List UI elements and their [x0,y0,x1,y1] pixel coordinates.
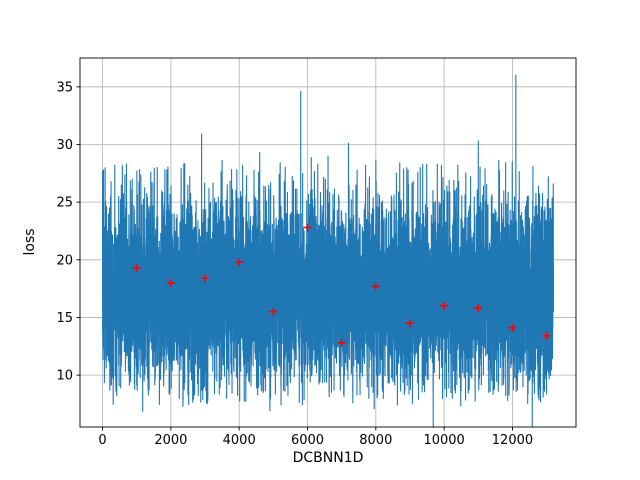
x-tick-label: 2000 [154,433,187,448]
y-tick-label: 30 [56,138,73,153]
loss-per-iteration-line [102,74,554,428]
data-layer [102,74,554,428]
x-tick-label: 6000 [291,433,324,448]
x-tick-label: 8000 [359,433,392,448]
y-tick-label: 35 [56,80,73,95]
axes-layer: 0 2000 4000 6000 8000 10000 12000 10 15 20 25 30 35 [56,57,577,448]
x-tick-label: 4000 [223,433,256,448]
y-tick-label: 25 [56,196,73,211]
y-tick-label: 10 [56,369,73,384]
y-tick-label: 15 [56,311,73,326]
x-axis-label: DCBNN1D [293,450,364,466]
loss-per-epoch-markers [132,223,551,347]
y-tick-label: 20 [56,253,73,268]
x-tick-label: 12000 [492,433,533,448]
plot-border [79,57,577,428]
x-tick-label: 10000 [423,433,464,448]
x-tick-label: 0 [98,433,106,448]
y-axis-label: loss [22,228,38,255]
